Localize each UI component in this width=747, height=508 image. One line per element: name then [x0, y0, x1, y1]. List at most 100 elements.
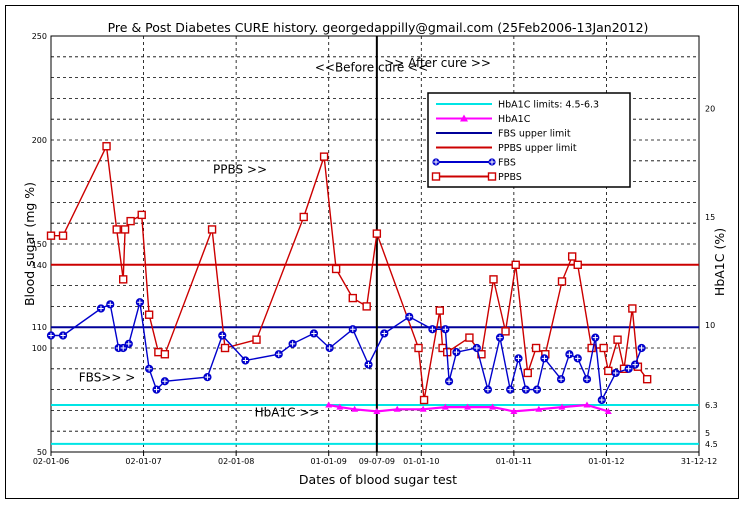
x-tick-label: 31-12-12: [681, 457, 717, 466]
y2-tick-label: 5: [705, 429, 710, 438]
y-tick-label: 140: [32, 261, 47, 270]
legend-label: HbA1C limits: 4.5-6.3: [498, 100, 599, 111]
fbs-point: [556, 375, 566, 384]
fbs-point: [274, 350, 283, 359]
ppbs-point: [567, 252, 577, 261]
y2-tick-label: 4.5: [705, 440, 718, 449]
fbs-point-cross: [639, 345, 645, 351]
ppbs-point: [489, 275, 498, 284]
fbs-point-cross: [507, 387, 513, 393]
y2-tick-label: 20: [705, 105, 715, 114]
fbs-point: [428, 325, 437, 334]
ppbs-point: [58, 231, 68, 240]
legend-item: FBS upper limit: [436, 129, 571, 140]
annotation-label: >> After cure >>: [384, 56, 491, 70]
x-axis-label: Dates of blood sugar test: [299, 472, 457, 487]
ppbs-point: [372, 229, 382, 238]
fbs-point: [452, 348, 461, 357]
legend-item: FBS: [432, 158, 516, 169]
fbs-point: [348, 325, 357, 334]
fbs-point: [532, 385, 542, 394]
fbs-point: [637, 343, 646, 353]
legend-item: HbA1C limits: 4.5-6.3: [436, 100, 599, 111]
legend-label: PPBS upper limit: [498, 143, 577, 154]
fbs-point-cross: [406, 314, 412, 320]
fbs-point: [521, 385, 530, 394]
fbs-point-cross: [584, 376, 590, 382]
y2-tick-label: 15: [705, 213, 715, 222]
ppbs-point: [573, 260, 582, 269]
legend-label: PPBS: [498, 172, 522, 183]
fbs-point: [597, 395, 606, 405]
fbs-point-cross: [48, 332, 54, 339]
hba1c-point: [393, 405, 401, 412]
fbs-point-cross: [626, 366, 632, 372]
fbs-point: [573, 354, 582, 363]
reference-lines: [51, 36, 699, 452]
hba1c-point: [419, 405, 427, 412]
y-axis-label: Blood sugar (mg %): [22, 182, 37, 306]
chart-title: Pre & Post Diabetes CURE history. george…: [108, 20, 649, 35]
legend-marker-cross: [489, 159, 495, 165]
legend-label: FBS upper limit: [498, 129, 571, 140]
fbs-point-cross: [592, 335, 598, 341]
fbs-point-cross: [311, 330, 317, 337]
fbs-point: [495, 333, 505, 342]
fbs-point-cross: [523, 387, 529, 393]
fbs-point: [96, 304, 106, 313]
hba1c-point: [373, 407, 381, 414]
data-series: [46, 142, 652, 414]
hba1c-point: [583, 401, 591, 408]
annotation-label: PPBS >>: [213, 162, 267, 176]
fbs-point-cross: [137, 299, 143, 305]
fbs-point: [145, 364, 154, 373]
annotations: <<Before cure <<>> After cure >> PPBS >> F…: [79, 56, 491, 419]
legend-item: HbA1C: [436, 114, 531, 125]
fbs-point: [135, 298, 144, 307]
fbs-point: [483, 385, 493, 394]
y2-tick-label: 6.3: [705, 401, 718, 410]
fbs-point: [160, 377, 169, 386]
annotation-label: <<Before cure <<: [315, 60, 428, 74]
y-tick-label: 100: [32, 344, 47, 353]
legend: HbA1C limits: 4.5-6.3 HbA1C FBS upper limi…: [427, 92, 631, 188]
fbs-point: [119, 343, 128, 353]
x-tick-label: 09-07-09: [359, 457, 395, 466]
fbs-point-cross: [276, 351, 282, 357]
fbs-point-cross: [429, 326, 435, 332]
fbs-point: [611, 368, 620, 378]
fbs-point-cross: [126, 341, 132, 347]
ppbs-point: [523, 368, 532, 378]
ppbs-point: [144, 310, 154, 319]
ppbs-point: [604, 366, 613, 376]
hba1c-point: [441, 403, 449, 410]
fbs-point-cross: [613, 370, 619, 376]
ppbs-point: [348, 293, 357, 303]
ppbs-point: [465, 333, 474, 342]
fbs-point-cross: [485, 387, 491, 393]
fbs-point: [631, 360, 640, 369]
fbs-point-cross: [515, 355, 522, 361]
fbs-point-cross: [599, 397, 605, 403]
fbs-point-cross: [566, 351, 572, 357]
annotation-label: HbA1C >>: [255, 406, 320, 420]
legend-label: FBS: [498, 158, 516, 169]
fbs-point: [624, 364, 633, 373]
ppbs-point: [642, 375, 652, 384]
fbs-point-cross: [153, 387, 160, 393]
fbs-point: [124, 339, 133, 348]
ppbs-point: [102, 142, 111, 151]
fbs-point: [309, 329, 319, 338]
y-tick-label: 150: [32, 240, 47, 249]
ppbs-point: [511, 260, 520, 269]
hba1c-point: [604, 407, 612, 414]
fbs-point-cross: [204, 374, 211, 380]
x-tick-label: 01-01-09: [311, 457, 347, 466]
fbs-point: [565, 350, 574, 359]
axis-ticks: 02-01-06 02-01-07 02-01-08 01-01-09 09-07-09…: [32, 32, 718, 466]
fbs-point: [444, 377, 454, 386]
x-tick-label: 02-01-08: [218, 457, 254, 466]
fbs-point-cross: [60, 332, 66, 339]
ppbs-point: [137, 210, 146, 220]
fbs-point: [506, 385, 515, 394]
